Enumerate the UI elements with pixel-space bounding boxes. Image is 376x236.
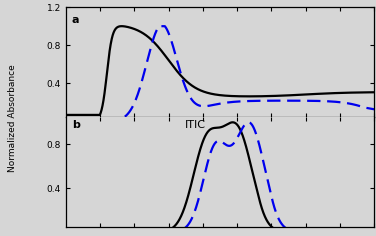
Text: a: a <box>72 15 79 25</box>
Text: Normalized Absorbance: Normalized Absorbance <box>8 64 17 172</box>
Text: ITIC: ITIC <box>185 120 206 130</box>
Text: b: b <box>72 120 80 130</box>
